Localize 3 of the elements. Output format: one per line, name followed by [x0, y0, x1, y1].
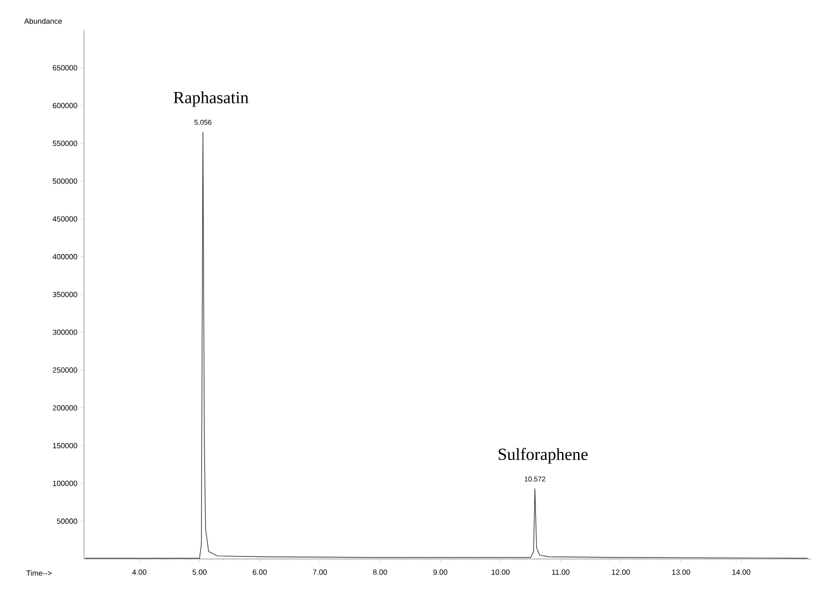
annotation: Sulforaphene [498, 448, 588, 464]
line-series [84, 132, 808, 559]
annotation: Raphasatin [174, 91, 248, 107]
